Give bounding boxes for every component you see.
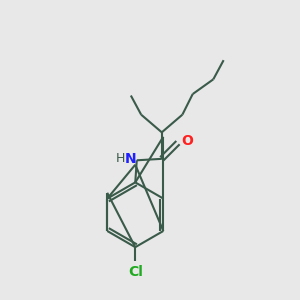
Text: O: O: [181, 134, 193, 148]
Text: N: N: [124, 152, 136, 166]
Text: Cl: Cl: [128, 265, 143, 279]
Text: H: H: [116, 152, 125, 165]
